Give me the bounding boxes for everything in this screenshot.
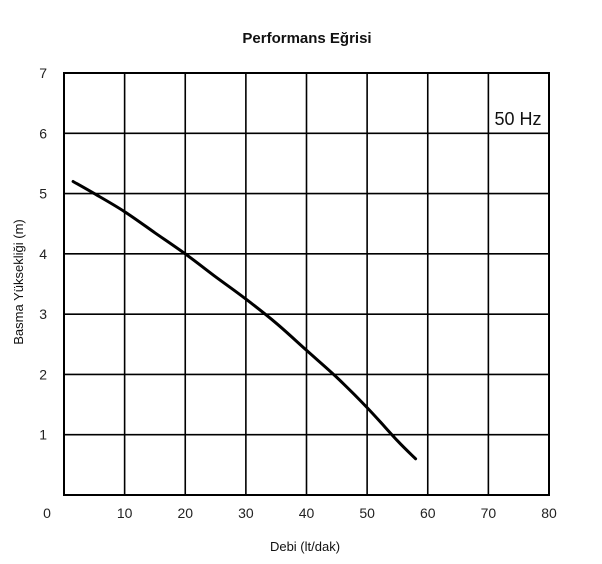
- y-tick-label: 4: [39, 246, 47, 262]
- tick-labels: 0 10 20 30 40 50 60 70 80 1 2 3 4 5 6 7: [39, 65, 557, 521]
- x-tick-label: 30: [238, 505, 254, 521]
- y-tick-label: 3: [39, 306, 47, 322]
- x-tick-label: 20: [177, 505, 193, 521]
- x-tick-label: 60: [420, 505, 436, 521]
- series-layer: [71, 180, 418, 461]
- grid-lines: [64, 73, 549, 495]
- x-tick-label: 40: [299, 505, 315, 521]
- x-tick-label: 0: [43, 505, 51, 521]
- x-tick-label: 10: [117, 505, 133, 521]
- x-tick-label: 70: [481, 505, 497, 521]
- x-tick-label: 80: [541, 505, 557, 521]
- y-tick-label: 7: [39, 65, 47, 81]
- y-axis-label: Basma Yüksekliği (m): [11, 219, 26, 344]
- y-tick-label: 6: [39, 125, 47, 141]
- frequency-annotation: 50 Hz: [494, 109, 541, 129]
- y-tick-label: 1: [39, 427, 47, 443]
- plot-frame: [63, 72, 550, 496]
- y-tick-label: 2: [39, 366, 47, 382]
- y-tick-label: 5: [39, 186, 47, 202]
- chart-title: Performans Eğrisi: [242, 30, 371, 47]
- performance-curve-line: [71, 180, 418, 461]
- x-tick-label: 50: [359, 505, 375, 521]
- x-axis-label: Debi (lt/dak): [270, 539, 340, 554]
